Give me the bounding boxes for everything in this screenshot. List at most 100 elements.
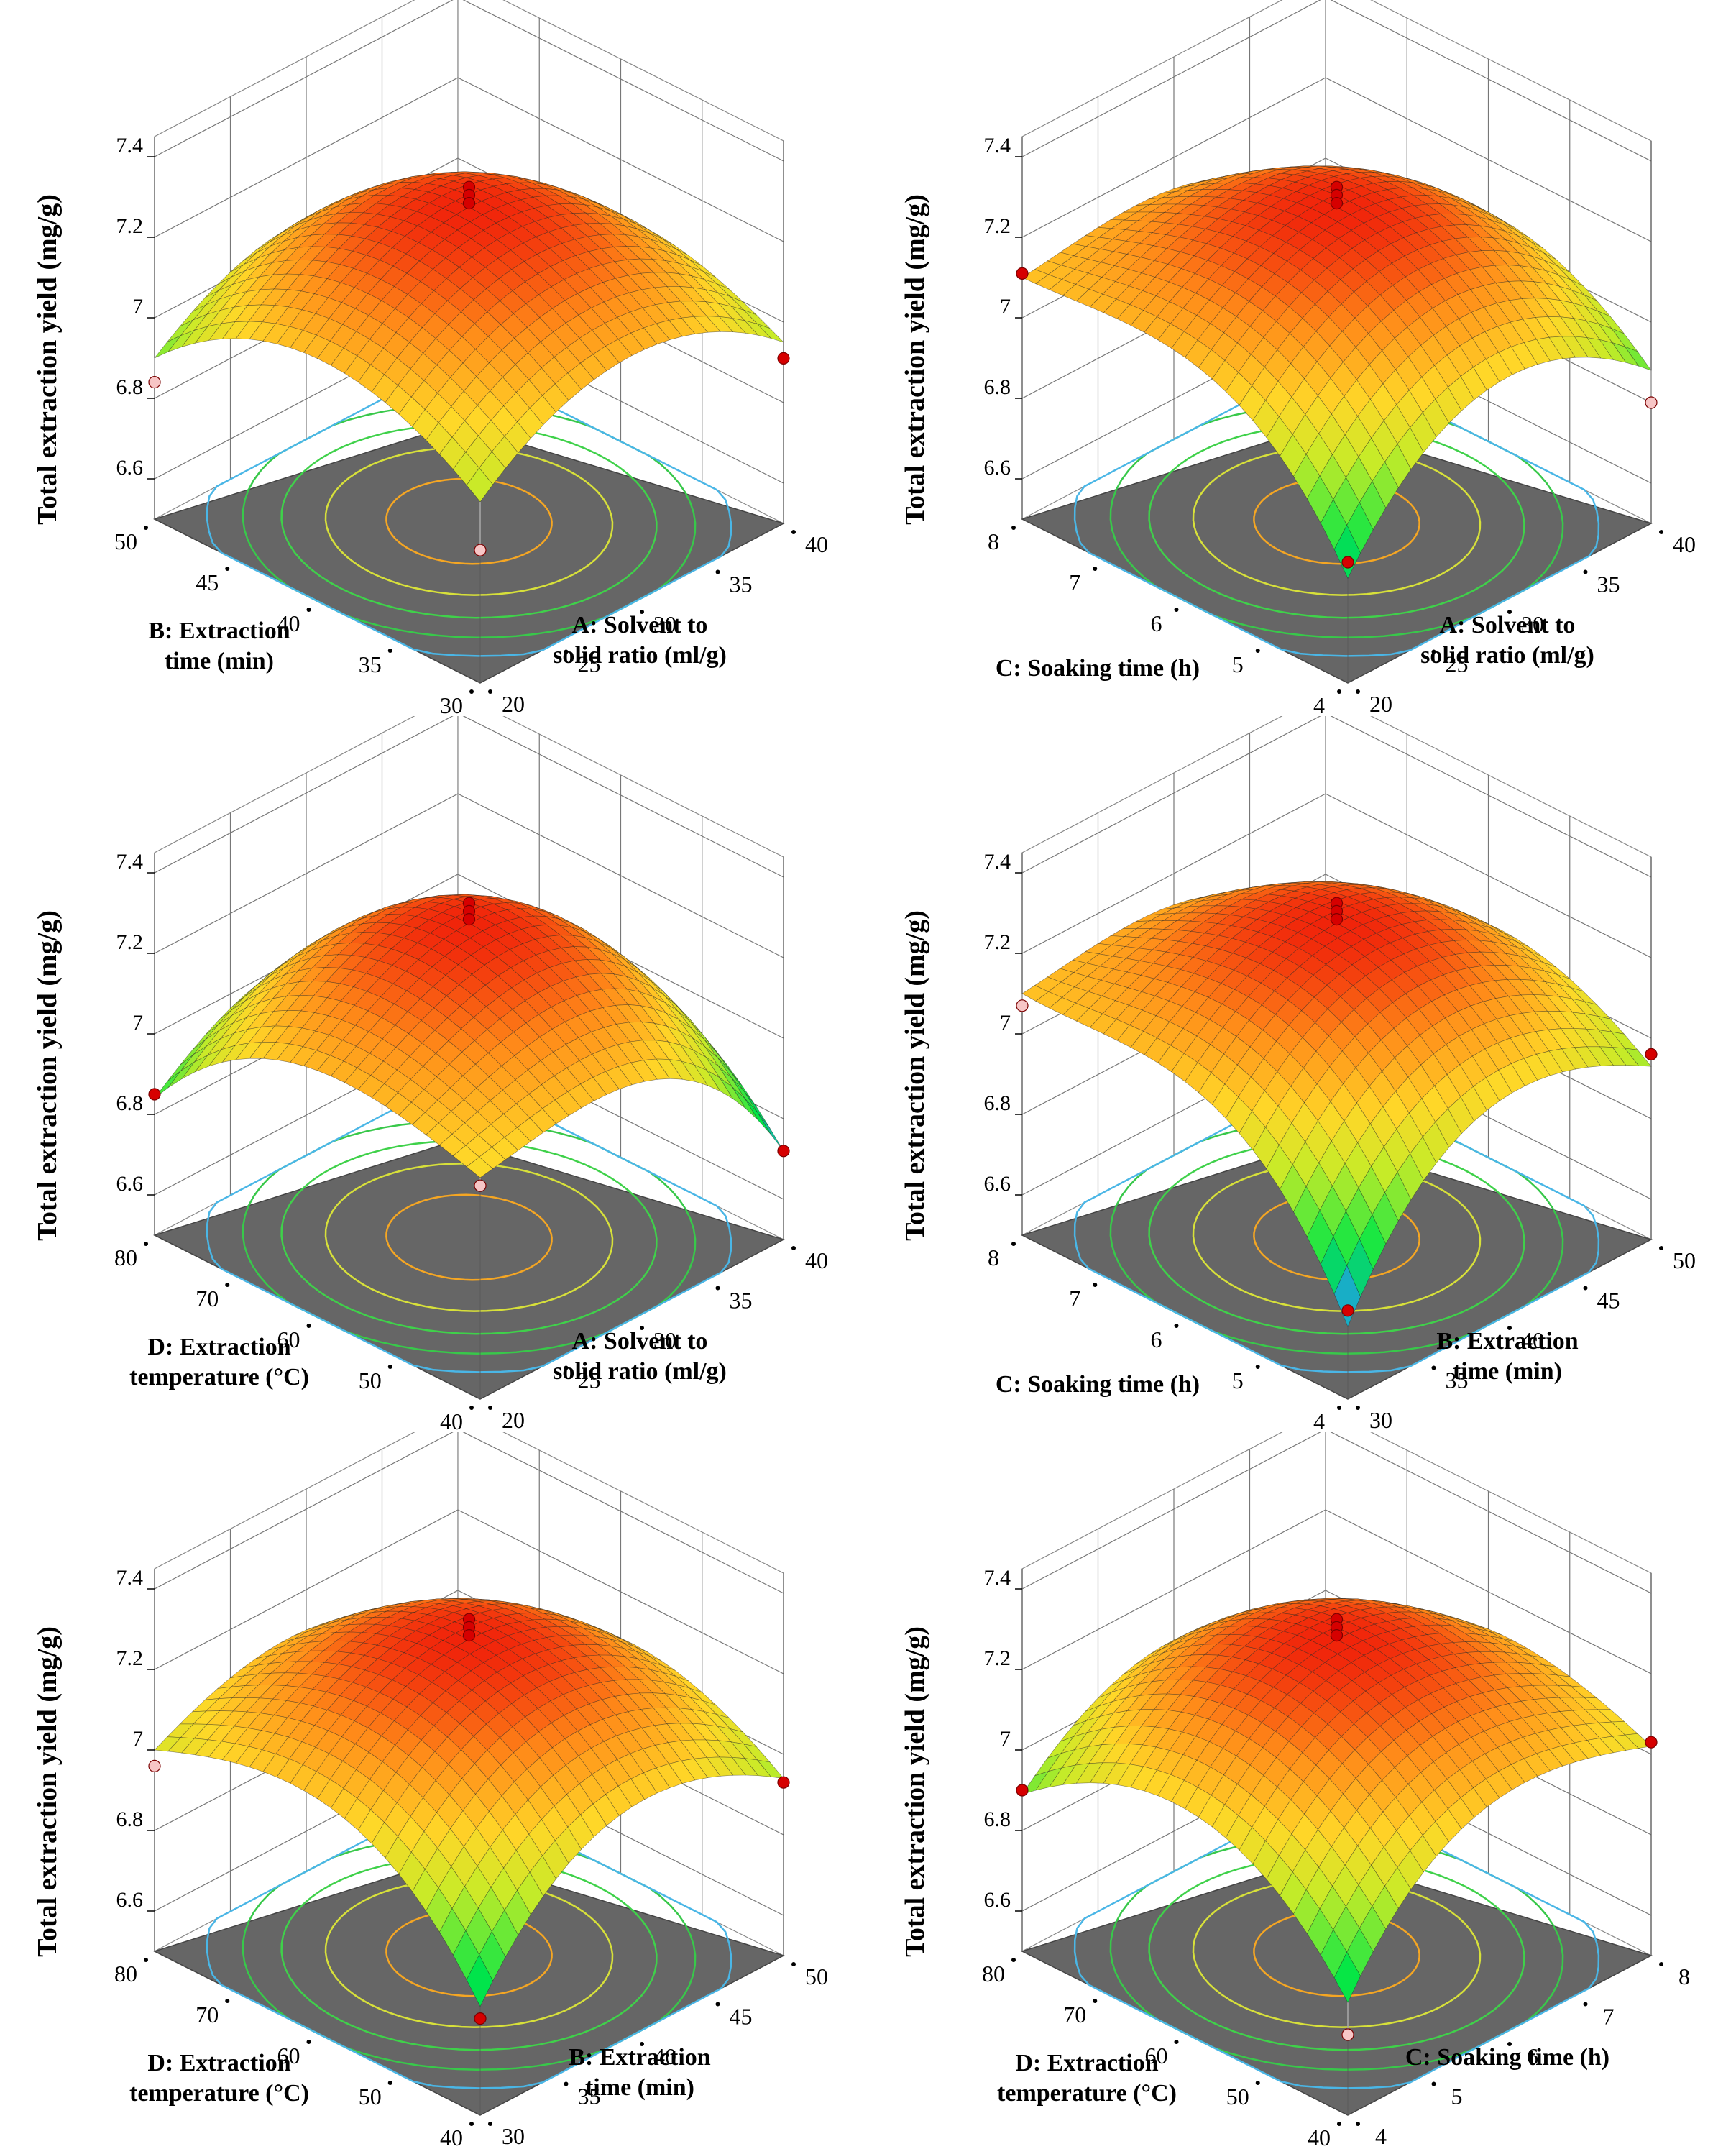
y-axis-label: temperature (°C) bbox=[129, 1364, 309, 1390]
x-tick-label: 45 bbox=[730, 2004, 753, 2030]
x-axis-label: solid ratio (ml/g) bbox=[553, 1358, 727, 1385]
x-tick-mark bbox=[1659, 1962, 1663, 1966]
x-tick-mark bbox=[1431, 1365, 1436, 1370]
y-tick-mark bbox=[387, 1365, 392, 1369]
y-axis: 30 35 40 45 50 B: Extraction time (min) bbox=[114, 526, 474, 716]
x-tick-mark bbox=[1431, 649, 1436, 654]
z-axis-label: Total extraction yield (mg/g) bbox=[900, 194, 930, 525]
z-axis-label: Total extraction yield (mg/g) bbox=[32, 1626, 63, 1957]
z-tick-label: 7.2 bbox=[116, 1646, 144, 1670]
y-tick-label: 5 bbox=[1232, 1367, 1244, 1393]
x-tick-mark bbox=[640, 1326, 644, 1330]
y-tick-mark bbox=[1011, 1958, 1016, 1962]
surface-plot-a-d: 6.6 6.8 7 7.2 7.4 Total extraction yield (mg/… bbox=[0, 716, 868, 1432]
x-axis: 30 35 40 45 50 B: Extraction time (min) bbox=[1356, 1246, 1696, 1432]
design-point bbox=[777, 352, 790, 365]
x-tick-mark bbox=[564, 649, 569, 654]
contour-line bbox=[385, 477, 553, 565]
design-points bbox=[148, 1613, 790, 2025]
x-tick-mark bbox=[1583, 2002, 1588, 2007]
x-tick-label: 7 bbox=[1603, 2004, 1615, 2030]
y-tick-mark bbox=[1174, 608, 1179, 612]
y-tick-mark bbox=[1011, 1242, 1016, 1246]
y-tick-label: 35 bbox=[359, 651, 382, 677]
x-tick-label: 8 bbox=[1678, 1964, 1690, 1989]
y-tick-label: 8 bbox=[988, 1245, 999, 1270]
z-tick-label: 6.6 bbox=[984, 1172, 1011, 1196]
z-tick-label: 7.4 bbox=[116, 134, 144, 157]
x-tick-mark bbox=[640, 2042, 644, 2046]
y-tick-mark bbox=[1011, 526, 1016, 530]
x-axis-label: A: Solvent to bbox=[572, 612, 708, 638]
y-tick-mark bbox=[144, 1958, 148, 1962]
x-tick-label: 40 bbox=[805, 531, 828, 557]
response-surface bbox=[1021, 165, 1652, 579]
x-tick-mark bbox=[1507, 610, 1512, 614]
design-point bbox=[1330, 197, 1344, 210]
design-points bbox=[148, 897, 790, 1192]
x-axis-label: B: Extraction bbox=[569, 2044, 710, 2071]
y-axis-label: temperature (°C) bbox=[997, 2080, 1177, 2107]
y-tick-label: 60 bbox=[277, 2043, 300, 2068]
x-axis-label: solid ratio (ml/g) bbox=[553, 642, 727, 669]
z-tick-label: 7.2 bbox=[116, 930, 144, 954]
x-tick-label: 5 bbox=[1451, 2084, 1463, 2109]
design-point bbox=[1016, 267, 1029, 280]
y-tick-mark bbox=[306, 1324, 311, 1328]
z-axis-label: Total extraction yield (mg/g) bbox=[32, 910, 63, 1241]
x-tick-label: 6 bbox=[1527, 2043, 1538, 2069]
y-tick-label: 60 bbox=[1145, 2043, 1168, 2068]
x-tick-mark bbox=[1659, 530, 1663, 534]
x-tick-label: 40 bbox=[1673, 531, 1696, 557]
y-tick-label: 45 bbox=[196, 569, 219, 595]
z-tick-label: 7.4 bbox=[116, 1566, 144, 1590]
x-tick-label: 30 bbox=[1369, 1407, 1392, 1432]
y-tick-label: 7 bbox=[1069, 1286, 1080, 1311]
z-axis: 6.6 6.8 7 7.2 7.4 Total extraction yield (mg/… bbox=[32, 134, 155, 525]
design-point bbox=[1645, 1048, 1658, 1060]
design-point bbox=[777, 1145, 790, 1158]
y-tick-label: 50 bbox=[359, 1367, 382, 1393]
y-axis-label: D: Extraction bbox=[147, 1334, 290, 1360]
y-tick-label: 70 bbox=[196, 2002, 219, 2027]
y-tick-mark bbox=[1174, 2040, 1179, 2044]
contour-line bbox=[385, 1193, 553, 1281]
x-axis-label: time (min) bbox=[1453, 1358, 1562, 1385]
z-tick-label: 7.2 bbox=[116, 214, 144, 238]
y-tick-mark bbox=[1255, 649, 1260, 653]
design-points bbox=[148, 180, 790, 556]
design-point bbox=[148, 375, 161, 389]
y-tick-label: 7 bbox=[1069, 569, 1080, 595]
z-tick-label: 6.6 bbox=[116, 1172, 144, 1196]
y-axis: 40 50 60 70 80 D: Extraction temperature (°C) bbox=[114, 1958, 474, 2148]
design-points bbox=[1016, 180, 1658, 569]
x-tick-mark bbox=[564, 2081, 569, 2086]
surface-plot-svg: 6.6 6.8 7 7.2 7.4 Total extraction yield (mg/… bbox=[900, 716, 1696, 1432]
x-tick-mark bbox=[791, 1246, 796, 1250]
z-axis: 6.6 6.8 7 7.2 7.4 Total extraction yield (mg/… bbox=[900, 134, 1022, 525]
x-axis: 4 5 6 7 8 C: Soaking time (h) bbox=[1356, 1962, 1690, 2148]
z-tick-label: 7.4 bbox=[984, 1566, 1011, 1590]
y-tick-label: 60 bbox=[277, 1326, 300, 1352]
y-tick-label: 30 bbox=[440, 692, 463, 716]
design-point bbox=[1341, 1304, 1354, 1317]
z-axis: 6.6 6.8 7 7.2 7.4 Total extraction yield (mg/… bbox=[32, 1566, 155, 1957]
y-tick-label: 50 bbox=[1226, 2084, 1249, 2109]
z-tick-label: 7.2 bbox=[984, 1646, 1011, 1670]
surface-plot-a-b: 6.6 6.8 7 7.2 7.4 Total extraction yield (mg/… bbox=[0, 0, 868, 716]
surface-plot-a-c: 6.6 6.8 7 7.2 7.4 Total extraction yield (mg/… bbox=[868, 0, 1735, 716]
y-axis: 40 50 60 70 80 D: Extraction temperature (°C) bbox=[982, 1958, 1341, 2148]
x-tick-label: 30 bbox=[653, 611, 676, 637]
x-tick-label: 40 bbox=[1521, 1327, 1544, 1353]
x-axis: 20 25 30 35 40 A: Solvent to solid ratio (ml/g… bbox=[488, 1246, 828, 1432]
z-tick-label: 7.4 bbox=[116, 850, 144, 874]
design-point bbox=[1016, 999, 1029, 1012]
y-tick-mark bbox=[1093, 567, 1098, 571]
design-point bbox=[1330, 1629, 1344, 1642]
y-tick-label: 40 bbox=[1308, 2125, 1331, 2148]
z-tick-label: 6.8 bbox=[984, 375, 1011, 399]
z-tick-label: 6.6 bbox=[984, 456, 1011, 480]
x-axis-label: A: Solvent to bbox=[1440, 612, 1576, 638]
y-tick-label: 40 bbox=[440, 1408, 463, 1432]
y-axis-label: C: Soaking time (h) bbox=[996, 1371, 1200, 1398]
